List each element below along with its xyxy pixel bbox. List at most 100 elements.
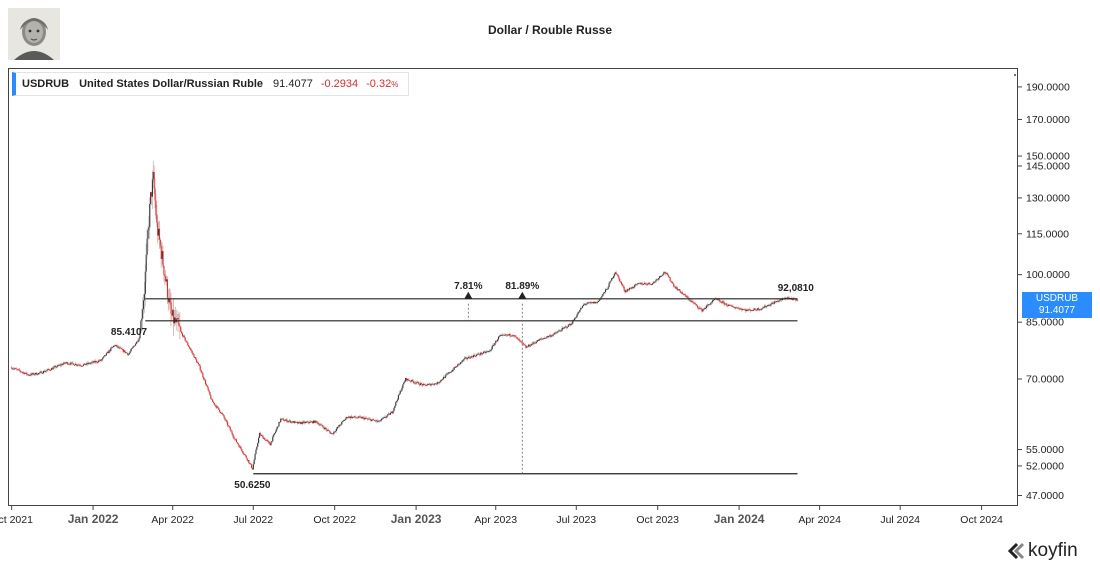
candle-body: [527, 346, 529, 348]
candle-body: [289, 420, 292, 423]
candle-body: [294, 421, 296, 424]
candle-body: [600, 297, 602, 300]
candle-body: [687, 296, 689, 298]
candle-body: [413, 382, 415, 384]
candle-body: [356, 417, 358, 419]
candle-body: [509, 333, 511, 336]
candle-body: [645, 283, 647, 285]
candle-body: [520, 341, 523, 343]
candle-body: [460, 362, 462, 363]
candle-body: [511, 335, 513, 337]
legend-price: 91.4077: [273, 78, 313, 90]
candle-body: [370, 419, 372, 421]
candle-body: [712, 300, 715, 301]
candle-body: [319, 424, 321, 426]
candle-body: [625, 290, 627, 293]
candle-body: [454, 367, 456, 368]
candle-body: [46, 369, 48, 371]
candle-body: [711, 302, 713, 304]
candle-body: [422, 383, 424, 386]
candle-body: [125, 352, 127, 354]
candle-body: [728, 304, 730, 306]
candle-body: [346, 417, 348, 418]
candle-body: [258, 433, 261, 438]
candle-body: [550, 335, 553, 337]
candle-body: [297, 422, 299, 424]
candle-body: [134, 345, 136, 347]
candle-body: [779, 299, 781, 301]
annotation-85: 85.4107: [111, 327, 148, 338]
candle-body: [626, 290, 628, 292]
candle-body: [26, 372, 28, 375]
candle-body: [513, 335, 515, 337]
candle-body: [678, 289, 680, 291]
candle-body: [375, 420, 377, 422]
candle-body: [494, 343, 496, 346]
candle-body: [547, 336, 549, 338]
candle-body: [612, 276, 615, 279]
y-tick-label: 170.0000: [1026, 114, 1070, 126]
candle-body: [398, 393, 400, 396]
candle-body: [515, 336, 517, 338]
candle-body: [463, 358, 465, 361]
candle-body: [122, 349, 124, 352]
candle-body: [444, 375, 446, 378]
candle-body: [546, 336, 548, 338]
candle-body: [729, 304, 731, 306]
candle-body: [207, 387, 209, 391]
candle-body: [157, 222, 159, 236]
candle-body: [368, 418, 370, 420]
candle-body: [355, 417, 357, 419]
candle-body: [666, 273, 669, 275]
candle-body: [378, 420, 380, 422]
candle-body: [686, 296, 688, 298]
candle-body: [440, 379, 442, 382]
candle-body: [555, 332, 557, 334]
candle-body: [482, 351, 484, 354]
candle-body: [310, 421, 312, 423]
candle-body: [458, 363, 461, 365]
candle-body: [365, 417, 367, 419]
candle-body: [751, 310, 753, 312]
candle-body: [746, 309, 748, 311]
candle-body: [755, 309, 757, 311]
candle-body: [766, 306, 768, 308]
x-tick-label: Jan 2024: [714, 512, 765, 526]
candle-body: [29, 375, 31, 376]
legend-name: United States Dollar/Russian Ruble: [79, 78, 264, 90]
candle-body: [718, 299, 720, 301]
candle-body: [159, 239, 161, 246]
candle-body: [757, 308, 759, 311]
candle-body: [496, 340, 498, 342]
candle-body: [167, 297, 169, 303]
candle-body: [168, 298, 170, 303]
candle-body: [44, 371, 46, 373]
candle-body: [589, 302, 591, 304]
y-tick-label: 145.0000: [1026, 160, 1070, 172]
candle-body: [199, 365, 201, 371]
x-tick-label: Oct 2022: [313, 514, 356, 526]
candle-body: [150, 192, 153, 197]
candle-body: [407, 378, 409, 380]
candle-body: [286, 419, 288, 422]
candle-body: [109, 350, 111, 352]
candle-body: [320, 424, 322, 426]
candle-body: [481, 353, 484, 355]
candle-body: [607, 287, 609, 289]
candle-body: [391, 411, 393, 414]
candle-body: [383, 416, 385, 418]
candle-body: [301, 422, 303, 424]
candle-body: [697, 305, 699, 308]
candle-body: [497, 339, 499, 342]
candle-body: [312, 421, 314, 424]
candle-body: [708, 304, 710, 306]
candle-body: [571, 323, 573, 325]
candle-body: [20, 370, 22, 372]
candle-body: [85, 364, 87, 366]
candle-body: [710, 303, 712, 305]
candle-body: [94, 361, 96, 363]
candle-body: [514, 335, 516, 337]
candle-body: [258, 437, 260, 444]
candle-body: [552, 334, 554, 336]
candle-body: [709, 304, 711, 306]
